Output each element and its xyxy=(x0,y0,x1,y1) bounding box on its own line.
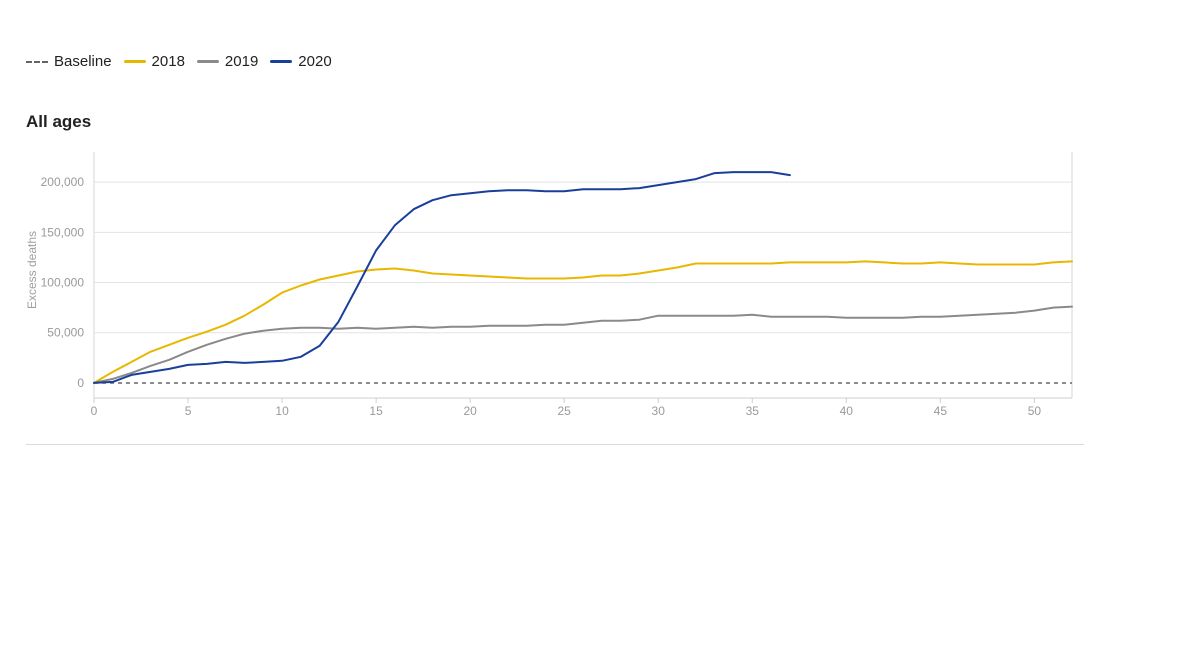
x-tick-label: 40 xyxy=(840,404,854,418)
legend-swatch-2018 xyxy=(123,60,146,63)
section-divider xyxy=(26,444,1084,445)
x-tick-label: 25 xyxy=(558,404,572,418)
y-tick-label: 200,000 xyxy=(41,175,85,189)
axis-layer: 0 50,000 100,000 150,000 200,000 0 5 10 15 20 25 30… xyxy=(41,175,1072,418)
x-tick-label: 35 xyxy=(746,404,760,418)
x-tick-label: 50 xyxy=(1028,404,1042,418)
series-line-2020 xyxy=(93,171,791,384)
x-tick-label: 5 xyxy=(185,404,192,418)
y-tick-label: 150,000 xyxy=(41,225,85,239)
x-tick-label: 15 xyxy=(369,404,383,418)
legend-swatch-2019 xyxy=(196,60,219,63)
series-line-2019 xyxy=(93,305,1073,384)
series-line-2018 xyxy=(93,260,1073,384)
legend-label-2018: 2018 xyxy=(151,53,185,70)
legend-item-2019[interactable]: 2019 xyxy=(196,53,259,70)
x-tick-label: 30 xyxy=(652,404,666,418)
y-tick-label: 100,000 xyxy=(41,276,85,290)
legend-item-2020[interactable]: 2020 xyxy=(270,53,332,70)
legend-label-baseline: Baseline xyxy=(54,53,112,70)
legend-item-2018[interactable]: 2018 xyxy=(123,53,185,70)
legend-swatch-baseline xyxy=(26,60,48,63)
series-layer xyxy=(93,171,1073,384)
chart-legend: Baseline 2018 2019 2020 xyxy=(26,53,344,70)
x-tick-label: 10 xyxy=(275,404,289,418)
y-axis-title: Excess deaths xyxy=(25,231,39,309)
x-tick-label: 0 xyxy=(91,404,98,418)
grid-layer xyxy=(93,152,1073,398)
x-tick-label: 20 xyxy=(463,404,477,418)
excess-deaths-line-chart: 0 50,000 100,000 150,000 200,000 0 5 10 15 20 25 30… xyxy=(25,152,1073,418)
legend-swatch-2020 xyxy=(270,60,293,63)
legend-label-2020: 2020 xyxy=(298,53,332,70)
y-tick-label: 50,000 xyxy=(47,326,84,340)
legend-item-baseline[interactable]: Baseline xyxy=(26,53,112,70)
x-tick-label: 45 xyxy=(934,404,948,418)
chart-panel-title: All ages xyxy=(26,112,92,131)
y-tick-label: 0 xyxy=(77,376,84,390)
legend-label-2019: 2019 xyxy=(224,53,259,70)
